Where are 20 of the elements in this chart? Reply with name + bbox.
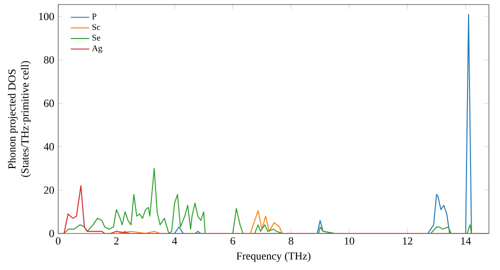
y-axis-title: Phonon projected DOS (States/THz·primitive cell) xyxy=(8,61,31,178)
y-tick-label: 80 xyxy=(44,56,54,64)
x-tick-label: 12 xyxy=(402,237,412,245)
x-tick-label: 8 xyxy=(288,237,294,245)
x-tick-label: 0 xyxy=(56,237,60,245)
y-tick-label: 20 xyxy=(44,186,54,194)
x-axis-title: Frequency (THz) xyxy=(236,252,310,262)
x-tick-label: 10 xyxy=(344,237,354,245)
legend-label: P xyxy=(92,14,96,20)
x-tick-label: 4 xyxy=(172,237,178,245)
x-tick-label: 2 xyxy=(114,237,118,245)
x-tick-label: 14 xyxy=(461,237,471,245)
legend-label: Sc xyxy=(92,24,100,30)
y-tick-label: 60 xyxy=(44,100,54,108)
legend-label: Se xyxy=(92,34,100,41)
legend-label: Ag xyxy=(92,45,102,54)
y-tick-label: 40 xyxy=(44,143,54,150)
x-tick-label: 6 xyxy=(230,237,236,245)
y-tick-label: 100 xyxy=(39,12,54,20)
y-tick-label: 0 xyxy=(49,230,54,238)
